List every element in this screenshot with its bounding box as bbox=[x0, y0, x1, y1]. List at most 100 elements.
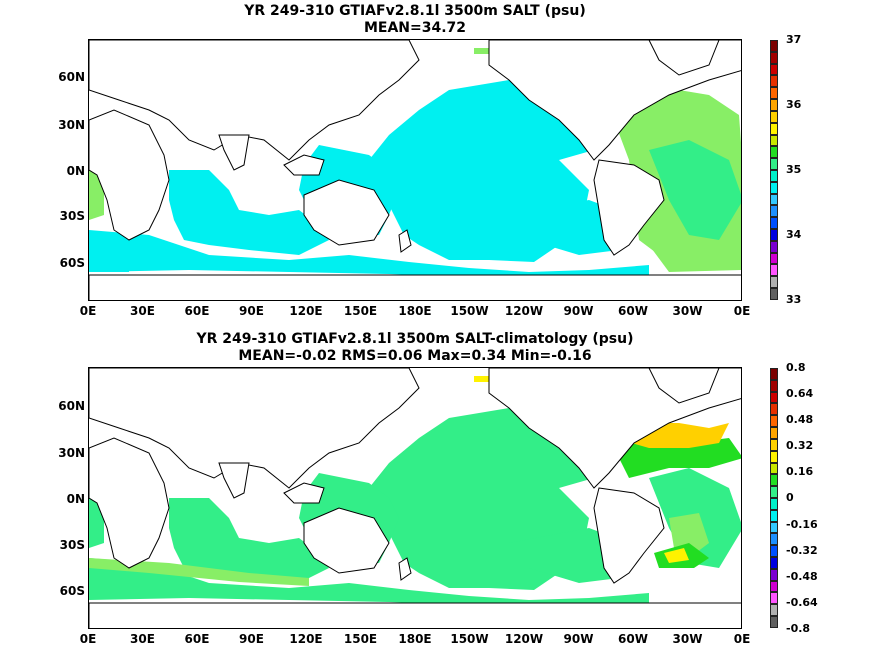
panel2-stats: MEAN=-0.02 RMS=0.06 Max=0.34 Min=-0.16 bbox=[238, 348, 592, 364]
panel2-xtick: 150W bbox=[450, 632, 489, 646]
panel1-colorbar-swatch bbox=[770, 110, 778, 123]
panel1-xtick: 0E bbox=[79, 304, 97, 318]
panel2-colorbar-swatch bbox=[770, 533, 778, 546]
panel1-colorbar-swatch bbox=[770, 264, 778, 277]
panel2-ytick-30n: 30N bbox=[58, 446, 85, 460]
panel1-xtick: 30W bbox=[672, 304, 703, 318]
panel1-colorbar-swatch bbox=[770, 40, 778, 52]
panel1-xtick: 0E bbox=[733, 304, 751, 318]
panel2-cbar-label: 0 bbox=[786, 491, 794, 504]
panel2-ytick-0n: 0N bbox=[66, 492, 85, 506]
panel2-colorbar-swatch bbox=[770, 592, 778, 605]
panel2-xtick: 90E bbox=[239, 632, 264, 646]
panel1-xtick: 60W bbox=[618, 304, 648, 318]
panel2-xtick: 0E bbox=[79, 632, 97, 646]
panel2-colorbar-swatch bbox=[770, 557, 778, 569]
panel2-cbar-label: 0.64 bbox=[786, 387, 814, 400]
panel2-xtick: 180E bbox=[398, 632, 432, 646]
panel2-xtick: 120E bbox=[289, 632, 323, 646]
panel2-colorbar bbox=[770, 368, 778, 628]
panel2-xtick: 0E bbox=[733, 632, 751, 646]
panel1-xtick: 30E bbox=[130, 304, 155, 318]
panel2-colorbar-swatch bbox=[770, 379, 778, 392]
panel2-colorbar-swatch bbox=[770, 497, 778, 510]
panel2-cbar-label: -0.64 bbox=[786, 596, 818, 609]
panel1-colorbar-swatch bbox=[770, 51, 778, 64]
panel2-ytick-60s: 60S bbox=[59, 584, 85, 598]
panel2-xtick: 60E bbox=[184, 632, 210, 646]
panel2-xtick: 120W bbox=[504, 632, 544, 646]
panel2-colorbar-swatch bbox=[770, 568, 778, 581]
panel2-title: YR 249-310 GTIAFv2.8.1l 3500m SALT-clima… bbox=[196, 331, 634, 347]
panel1-xtick: 180E bbox=[398, 304, 432, 318]
panel2-colorbar-swatch bbox=[770, 403, 778, 416]
panel1-colorbar-swatch bbox=[770, 252, 778, 265]
panel1-colorbar-swatch bbox=[770, 288, 778, 300]
panel1-xtick: 150E bbox=[343, 304, 378, 318]
panel2-colorbar-swatch bbox=[770, 368, 778, 380]
panel2-colorbar-swatch bbox=[770, 462, 778, 475]
panel1-ytick-60n: 60N bbox=[58, 70, 85, 84]
panel1-xtick: 150W bbox=[450, 304, 489, 318]
panel1-colorbar-swatch bbox=[770, 181, 778, 194]
panel1-cbar-label-36: 36 bbox=[786, 98, 802, 111]
panel1-colorbar-swatch bbox=[770, 75, 778, 88]
panel2-colorbar-swatch bbox=[770, 521, 778, 534]
panel1-xtick: 90E bbox=[239, 304, 264, 318]
panel1-colorbar-swatch bbox=[770, 146, 778, 159]
panel2-xtick: 30W bbox=[672, 632, 703, 646]
panel1-cbar-label-34: 34 bbox=[786, 228, 802, 241]
panel1-colorbar-swatch bbox=[770, 240, 778, 253]
panel2-colorbar-swatch bbox=[770, 438, 778, 451]
panel1-colorbar-swatch bbox=[770, 134, 778, 147]
panel1-xtick: 60E bbox=[184, 304, 210, 318]
panel1-ytick-0n: 0N bbox=[66, 164, 85, 178]
panel1-colorbar-swatch bbox=[770, 229, 778, 241]
panel2-colorbar-swatch bbox=[770, 509, 778, 522]
panel2-colorbar-swatch bbox=[770, 616, 778, 628]
panel2-map bbox=[88, 367, 742, 629]
panel1-colorbar-swatch bbox=[770, 63, 778, 76]
panel1-colorbar-swatch bbox=[770, 99, 778, 111]
panel2-cbar-label: -0.48 bbox=[786, 570, 818, 583]
panel1-colorbar-swatch bbox=[770, 87, 778, 100]
panel2-colorbar-swatch bbox=[770, 450, 778, 463]
panel1-title: YR 249-310 GTIAFv2.8.1l 3500m SALT (psu) bbox=[244, 3, 586, 19]
panel1-mean: MEAN=34.72 bbox=[363, 20, 467, 36]
panel1-xtick: 120E bbox=[289, 304, 323, 318]
panel2-colorbar-swatch bbox=[770, 545, 778, 557]
panel1-coastline bbox=[89, 40, 741, 300]
panel2-cbar-label: 0.32 bbox=[786, 439, 814, 452]
panel1-colorbar bbox=[770, 40, 778, 300]
panel1-xtick: 90W bbox=[563, 304, 594, 318]
panel2-coastline bbox=[89, 368, 741, 628]
panel2-cbar-label: -0.8 bbox=[786, 622, 811, 635]
panel1-colorbar-swatch bbox=[770, 205, 778, 218]
panel1-colorbar-swatch bbox=[770, 193, 778, 206]
panel2-xtick: 30E bbox=[130, 632, 155, 646]
panel1-map bbox=[88, 39, 742, 301]
panel1-ocean-fill bbox=[89, 80, 649, 280]
panel1-ytick-60s: 60S bbox=[59, 256, 85, 270]
panel1-ytick-30s: 30S bbox=[59, 209, 85, 223]
panel1-colorbar-swatch bbox=[770, 158, 778, 170]
panel1-cbar-label-35: 35 bbox=[786, 163, 802, 176]
panel2-ytick-60n: 60N bbox=[58, 399, 85, 413]
panel1-colorbar-swatch bbox=[770, 169, 778, 182]
panel1-colorbar-swatch bbox=[770, 122, 778, 135]
panel2-xtick: 90W bbox=[563, 632, 594, 646]
panel1-colorbar-swatch bbox=[770, 217, 778, 229]
panel2-cbar-label: 0.8 bbox=[786, 361, 806, 374]
panel2-cbar-label: -0.32 bbox=[786, 544, 818, 557]
panel2-cbar-label: 0.48 bbox=[786, 413, 814, 426]
panel2-cbar-label: 0.16 bbox=[786, 465, 814, 478]
panel2-colorbar-swatch bbox=[770, 427, 778, 439]
panel2-cbar-label: -0.16 bbox=[786, 518, 818, 531]
panel1-cbar-label-37: 37 bbox=[786, 33, 802, 46]
panel2-xtick: 60W bbox=[618, 632, 648, 646]
panel2-ytick-30s: 30S bbox=[59, 538, 85, 552]
panel1-colorbar-swatch bbox=[770, 276, 778, 289]
panel2-colorbar-swatch bbox=[770, 580, 778, 593]
panel2-colorbar-swatch bbox=[770, 604, 778, 617]
panel2-colorbar-swatch bbox=[770, 474, 778, 487]
